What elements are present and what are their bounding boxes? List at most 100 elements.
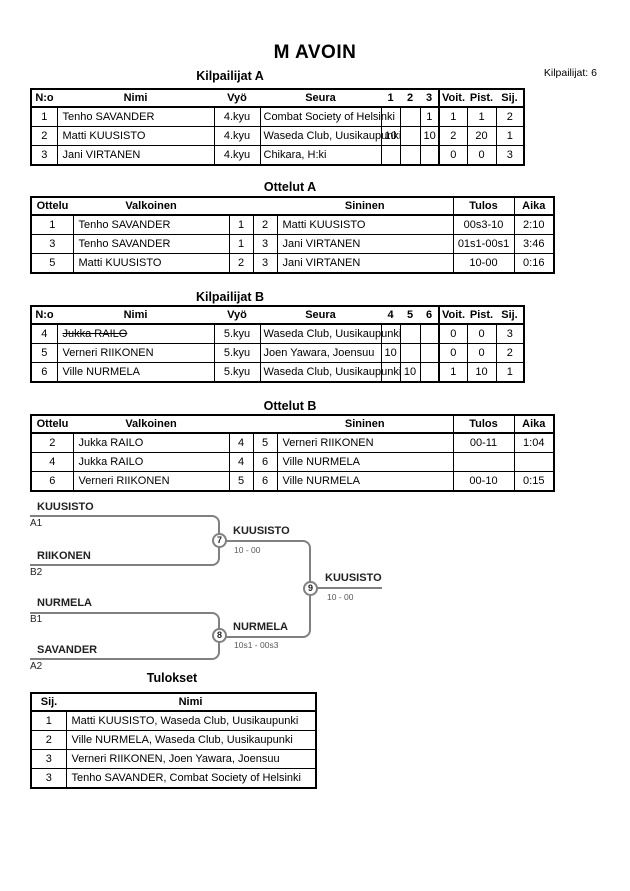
bracket-match-7-badge: 7 — [212, 533, 227, 548]
competitor-count-label: Kilpailijat: 6 — [543, 67, 597, 79]
cell-voit: 1 — [438, 106, 468, 127]
cell-score-6 — [419, 323, 440, 344]
results-title: Tulokset — [146, 671, 198, 685]
bracket-final-winner-name: KUUSISTO — [325, 572, 382, 584]
col-header-no: N:o — [31, 89, 57, 108]
cell-white-name: Matti KUUSISTO — [72, 253, 230, 274]
cell-tulos: 00-11 — [452, 432, 515, 453]
table-row: 2 Ville NURMELA, Waseda Club, Uusikaupun… — [30, 730, 317, 750]
bracket-winner-line — [311, 587, 382, 589]
cell-white-name: Jukka RAILO — [72, 432, 230, 453]
bracket-sf1-bottom-name: RIIKONEN — [37, 550, 91, 562]
cell-competitor: Ville NURMELA, Waseda Club, Uusikaupunki — [65, 730, 317, 750]
pool-b-table: N:o Nimi Vyö Seura 4 5 6 Voit. Pist. Sij… — [30, 305, 525, 383]
cell-vyo: 5.kyu — [213, 323, 261, 344]
bracket-sf1-bottom-seed: B2 — [30, 567, 43, 578]
cell-pist: 0 — [466, 343, 497, 363]
cell-blue-no: 5 — [252, 432, 278, 453]
col-header-tulos: Tulos — [452, 197, 514, 216]
col-header-aika: Aika — [513, 415, 554, 434]
cell-score-5: 10 — [399, 362, 421, 383]
col-header-pist: Pist. — [467, 89, 496, 108]
cell-blue-name: Ville NURMELA — [276, 452, 454, 472]
cell-aika — [513, 452, 555, 472]
col-header-valkoinen: Valkoinen — [73, 197, 229, 216]
table-row: 3 Tenho SAVANDER, Combat Society of Hels… — [30, 768, 317, 789]
cell-voit: 0 — [438, 323, 468, 344]
col-header-pist: Pist. — [467, 306, 496, 325]
cell-seura: Waseda Club, Uusikaupunki — [259, 126, 401, 146]
cell-rank: 3 — [30, 749, 67, 769]
matches-b-header-row: Ottelu Valkoinen Sininen Tulos Aika — [31, 415, 554, 434]
bracket-sf2-bottom-name: SAVANDER — [37, 644, 98, 656]
bracket-match-8-badge: 8 — [212, 628, 227, 643]
cell-blue-name: Ville NURMELA — [276, 471, 454, 492]
bracket-sf2-top-name: NURMELA — [37, 597, 92, 609]
cell-voit: 0 — [438, 343, 468, 363]
col-header-nimi: Nimi — [66, 693, 316, 712]
cell-aika: 1:04 — [513, 432, 555, 453]
cell-score-3 — [419, 145, 440, 166]
cell-sij: 2 — [495, 106, 525, 127]
cell-white-no: 2 — [228, 253, 254, 274]
col-header-sij: Sij. — [496, 306, 524, 325]
matches-b-title: Ottelut B — [263, 399, 317, 413]
cell-rank: 1 — [30, 710, 67, 731]
cell-blue-name: Jani VIRTANEN — [276, 253, 454, 274]
cell-nimi-struck: Jukka RAILO — [56, 323, 215, 344]
table-row: 4 Jukka RAILO 4 6 Ville NURMELA — [30, 452, 555, 472]
col-header-tulos: Tulos — [452, 415, 514, 434]
matches-a-title: Ottelut A — [263, 180, 317, 194]
cell-no: 3 — [30, 145, 58, 166]
cell-vyo: 5.kyu — [213, 362, 261, 383]
table-row: 6 Ville NURMELA 5.kyu Waseda Club, Uusik… — [30, 362, 525, 383]
cell-blue-no: 3 — [252, 253, 278, 274]
cell-white-no: 4 — [228, 452, 254, 472]
cell-no: 2 — [30, 126, 58, 146]
cell-tulos: 00-10 — [452, 471, 515, 492]
matches-b-table: Ottelu Valkoinen Sininen Tulos Aika 2 Ju… — [30, 414, 555, 492]
pool-a-header-row: N:o Nimi Vyö Seura 1 2 3 Voit. Pist. Sij… — [31, 89, 524, 108]
col-header-vyo: Vyö — [214, 306, 260, 325]
cell-tulos: 00s3-10 — [452, 214, 515, 235]
table-row: 4 Jukka RAILO 5.kyu Waseda Club, Uusikau… — [30, 323, 525, 344]
cell-nimi: Jani VIRTANEN — [56, 145, 215, 166]
cell-blue-name: Verneri RIIKONEN — [276, 432, 454, 453]
col-header-voit: Voit. — [438, 89, 467, 108]
cell-seura: Joen Yawara, Joensuu — [259, 343, 382, 363]
cell-score-3: 1 — [419, 106, 440, 127]
cell-blue-no: 3 — [252, 234, 278, 254]
bracket-sf2-connector — [30, 612, 220, 660]
cell-sij: 1 — [495, 126, 525, 146]
table-row: 3 Jani VIRTANEN 4.kyu Chikara, H:ki 0 0 … — [30, 145, 525, 166]
cell-aika: 3:46 — [513, 234, 555, 254]
cell-rank: 3 — [30, 768, 67, 789]
cell-score-1: 10 — [380, 126, 401, 146]
matches-a-table: Ottelu Valkoinen Sininen Tulos Aika 1 Te… — [30, 196, 555, 274]
cell-white-no: 1 — [228, 214, 254, 235]
cell-score-1 — [380, 145, 401, 166]
col-header-sininen: Sininen — [277, 415, 453, 434]
cell-voit: 1 — [438, 362, 468, 383]
col-header-1: 1 — [381, 89, 400, 108]
cell-match-no: 4 — [30, 452, 74, 472]
cell-pist: 20 — [466, 126, 497, 146]
col-header-2: 2 — [400, 89, 420, 108]
matches-a-header-row: Ottelu Valkoinen Sininen Tulos Aika — [31, 197, 554, 216]
cell-sij: 1 — [495, 362, 525, 383]
cell-match-no: 2 — [30, 432, 74, 453]
cell-vyo: 4.kyu — [213, 145, 261, 166]
table-row: 6 Verneri RIIKONEN 5 6 Ville NURMELA 00-… — [30, 471, 555, 492]
col-header-seura: Seura — [260, 306, 381, 325]
cell-vyo: 5.kyu — [213, 343, 261, 363]
cell-sij: 3 — [495, 145, 525, 166]
col-header-nimi: Nimi — [57, 306, 214, 325]
table-row: 5 Verneri RIIKONEN 5.kyu Joen Yawara, Jo… — [30, 343, 525, 363]
cell-competitor: Tenho SAVANDER, Combat Society of Helsin… — [65, 768, 317, 789]
cell-seura: Waseda Club, Uusikaupunki — [259, 362, 401, 383]
cell-pist: 10 — [466, 362, 497, 383]
col-header-sij: Sij. — [496, 89, 524, 108]
cell-score-4: 10 — [380, 343, 401, 363]
cell-blue-name: Matti KUUSISTO — [276, 214, 454, 235]
cell-white-name: Jukka RAILO — [72, 452, 230, 472]
